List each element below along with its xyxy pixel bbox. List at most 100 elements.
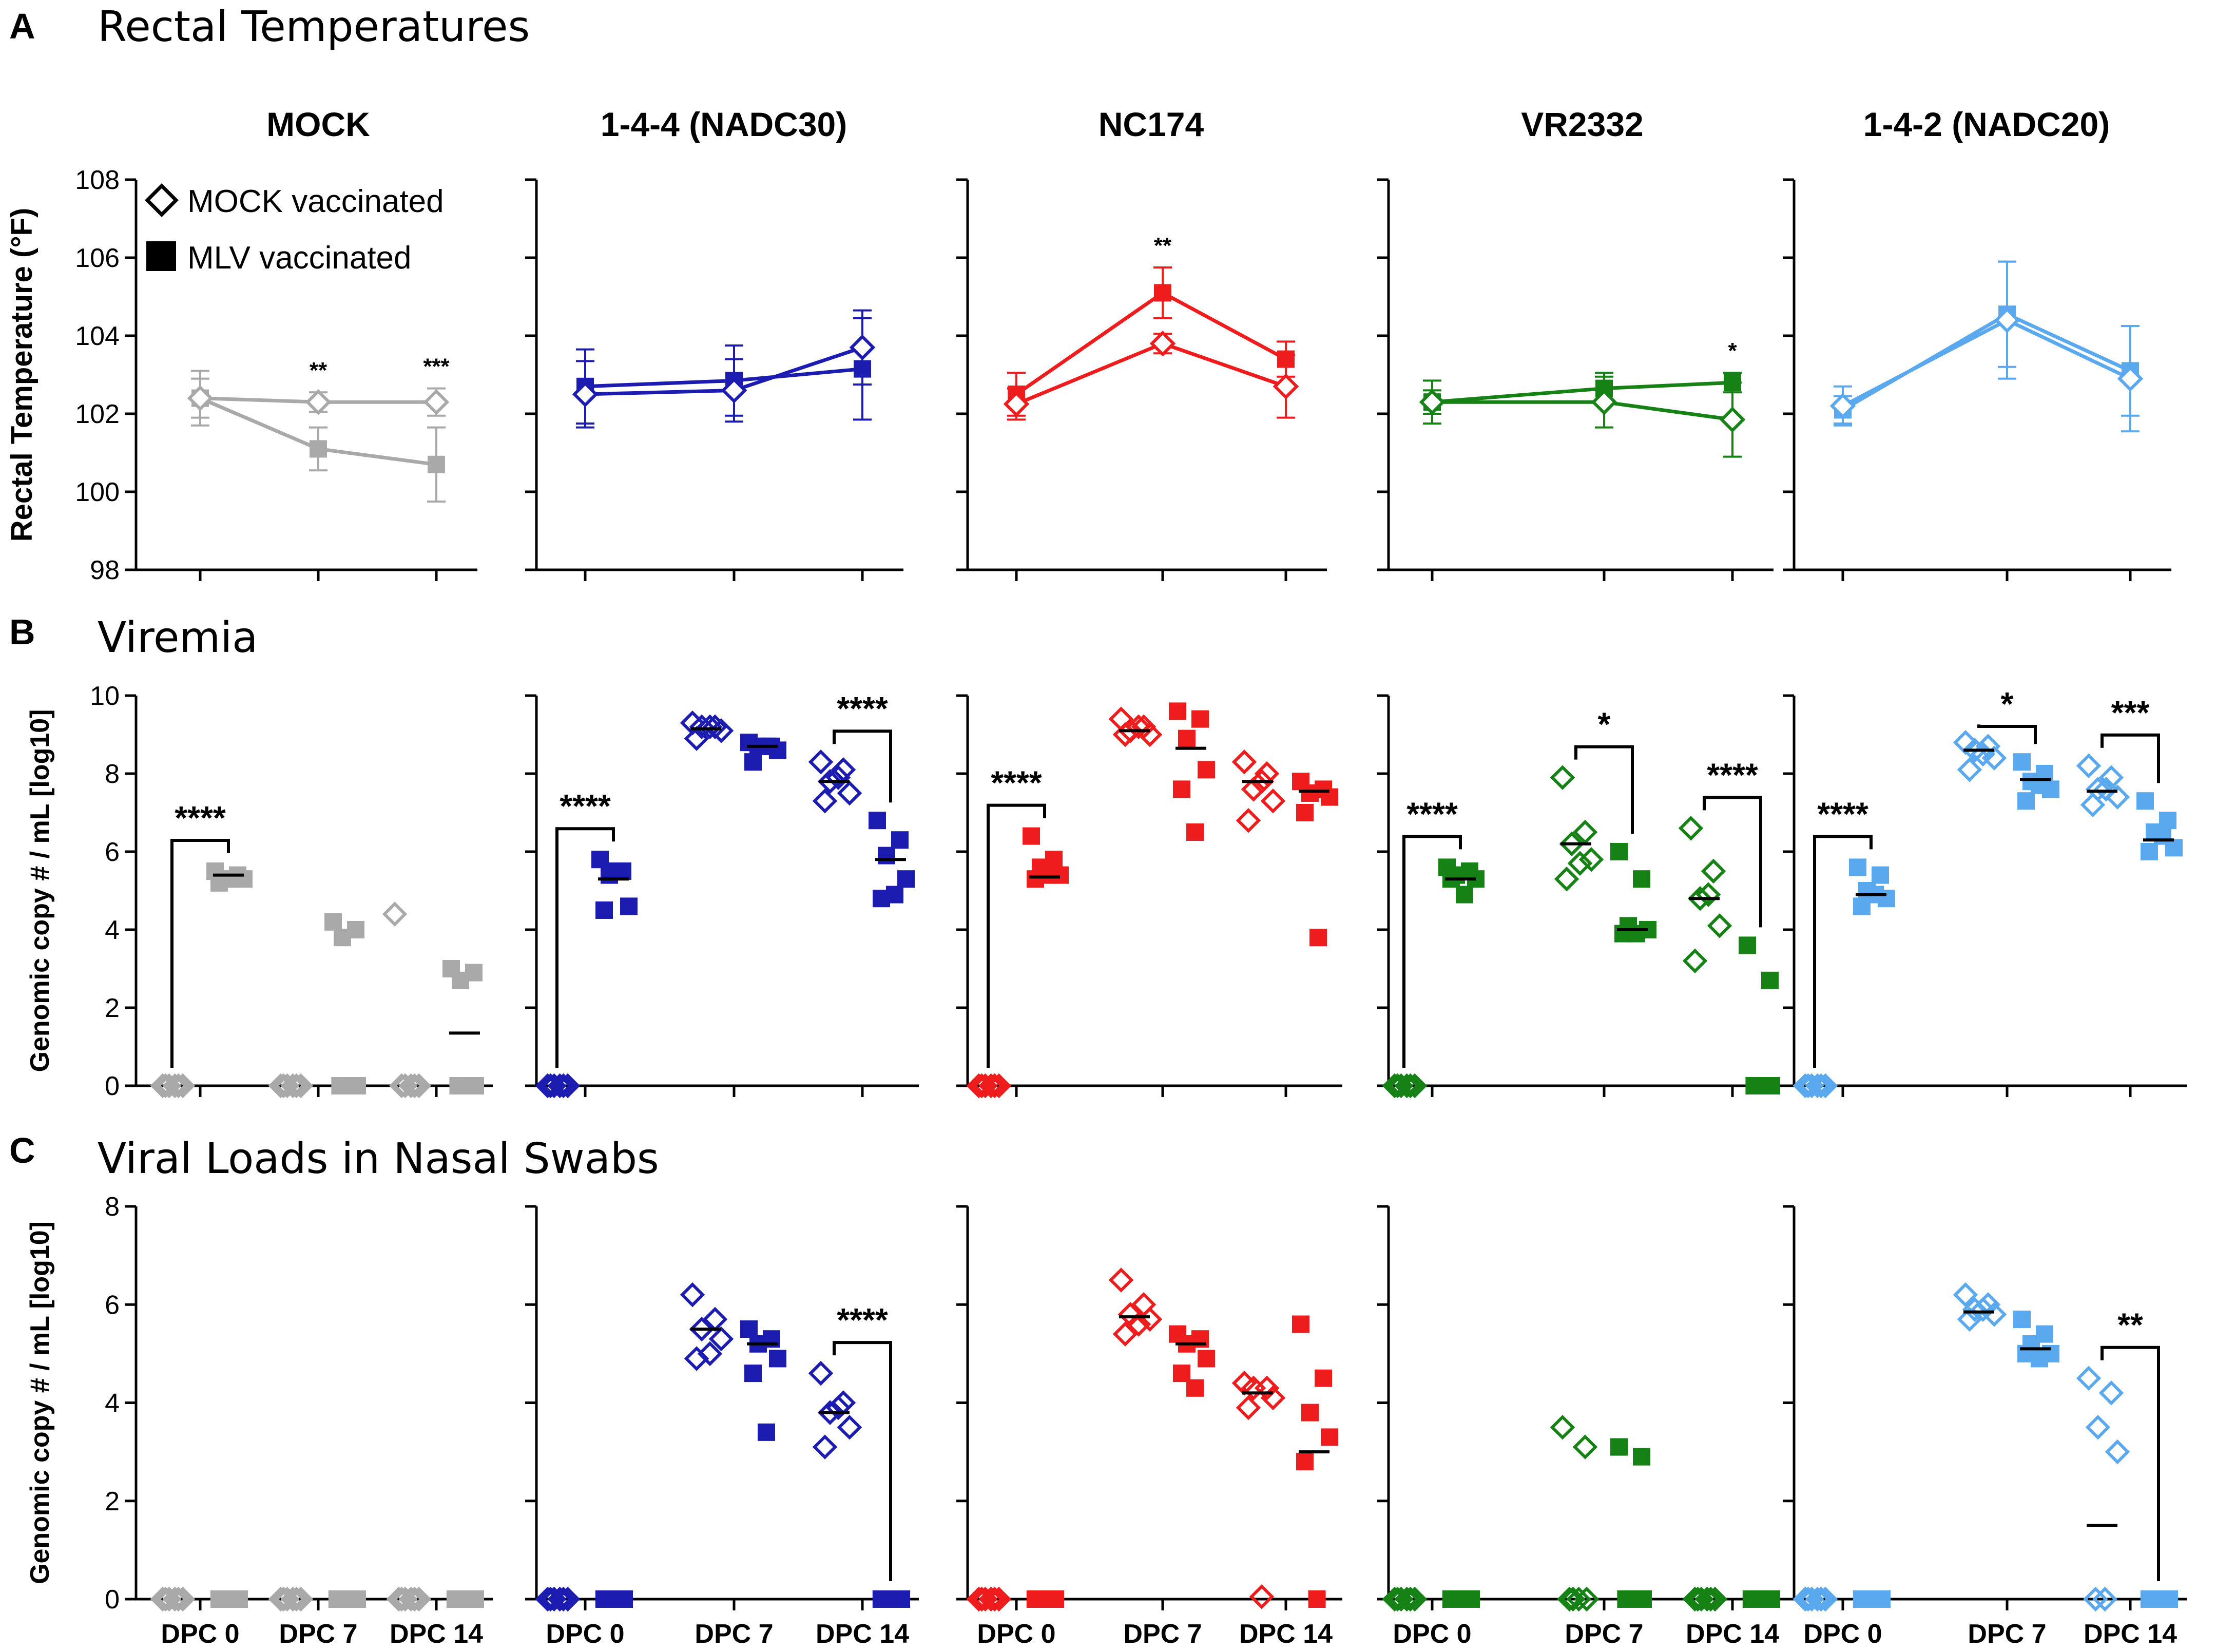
mlv-point [1038,1590,1056,1608]
mlv-point [609,862,626,880]
mock-point [2117,366,2144,392]
mlv-point [222,1590,240,1608]
mock-point [2105,1439,2130,1465]
x-tick-label: DPC 14 [390,1619,483,1649]
legend-mlv-square-icon [146,241,176,271]
scatter-c-nc174: DPC 0 DPC 7 DPC 14 [956,1205,1342,1649]
mock-point [1701,858,1726,884]
significance-bracket [2101,1346,2160,1581]
mock-point [1805,1073,1830,1099]
x-tick-label: DPC 7 [1123,1619,1202,1649]
x-tick-label: DPC 0 [1393,1619,1471,1649]
mlv-point [591,851,609,869]
mock-point [1687,886,1713,911]
legend-mock-label: MOCK vaccinated [187,184,444,219]
significance-stars: * [1728,338,1737,363]
y-tick-label: 4 [105,1389,120,1418]
mock-point [1236,808,1261,833]
mock-point [1108,1267,1134,1293]
mlv-point [1739,936,1756,954]
mock-point [697,1341,723,1367]
mock-point [978,1073,1004,1099]
line-chart-1-4-2-nadc20: 1-4-2 (NADC20) [1783,105,2171,581]
charts: Rectal Temperature (°F)MOCK9810010210410… [5,105,2187,1649]
y-axis-label-a: Rectal Temperature (°F) [5,208,38,542]
mlv-point [1315,1369,1332,1387]
mock-point [1249,1584,1275,1609]
significance-stars: **** [837,1301,888,1338]
y-tick-label: 104 [75,321,120,351]
panel-label-c: C [9,1130,35,1170]
x-tick-label: DPC 0 [1803,1619,1882,1649]
mlv-point [1191,710,1209,728]
mock-point [162,1073,187,1099]
mlv-series-line [1432,380,1733,404]
x-tick-label: DPC 14 [1686,1619,1779,1649]
mock-point [398,1073,423,1099]
mock-series-line [585,345,863,396]
significance-bracket [987,803,1046,1068]
legend-mock-diamond-icon [145,183,179,217]
mock-point [1694,1586,1720,1612]
mock-point [849,334,876,361]
mlv-point [458,1590,476,1608]
mock-point [389,1586,414,1612]
x-tick-label: DPC 7 [1565,1619,1643,1649]
mock-point [2093,777,2119,802]
mlv-point [1849,858,1866,876]
mock-point [547,1586,572,1612]
scatter-c-1-4-2-nadc20: DPC 0 DPC 7 DPC 14 ** [1783,1205,2187,1649]
mock-point [1805,1586,1830,1612]
mock-point [538,1073,563,1099]
mock-point [1249,769,1275,794]
significance-bracket [2101,733,2160,783]
mlv-point [595,901,613,919]
y-tick-label: 6 [105,1290,120,1320]
mlv-point [1296,804,1314,821]
mock-point [398,1586,423,1612]
line-chart-1-4-4-nadc30: 1-4-4 (NADC30) [525,105,903,581]
mlv-point [334,929,351,947]
mock-point [1970,1297,1996,1322]
group-title: 1-4-4 (NADC30) [601,105,847,143]
mlv-point [324,913,342,931]
mlv-point [1454,1590,1472,1608]
mock-point [1554,866,1579,892]
mlv-point [1040,866,1057,884]
mock-point [825,765,851,790]
mock-point [1574,1586,1600,1612]
mlv-point [897,870,915,888]
mlv-point [224,870,241,888]
mock-point [969,1073,994,1099]
mlv-point [2154,827,2171,845]
mock-point [1559,831,1585,857]
line-chart-nc174: NC174 ** [956,105,1327,581]
y-tick-label: 106 [75,243,120,273]
mock-point [1707,913,1732,938]
group-title: NC174 [1099,105,1204,143]
y-axis-label-c: Genomic copy # / mL [log10] [25,1221,55,1584]
mock-point [555,1073,581,1099]
mlv-point [1023,827,1040,845]
mlv-point [2136,792,2154,810]
mlv-point [1633,1448,1650,1466]
mock-point [2076,753,2102,779]
mock-point [170,1073,196,1099]
mock-point [680,1282,705,1308]
legend: MOCK vaccinated MLV vaccinated [145,183,444,276]
mock-point [1385,1073,1410,1099]
mock-point [969,1586,994,1612]
mlv-point [1456,886,1473,904]
line-chart-vr2332: VR2332 * [1377,105,1774,581]
mock-point [280,1073,305,1099]
mlv-point [1308,1590,1326,1608]
mlv-point [2013,753,2031,771]
significance-stars: **** [991,764,1042,801]
mlv-point [1755,1077,1772,1094]
x-tick-label: DPC 7 [279,1619,357,1649]
mlv-point [769,1350,786,1368]
mlv-point [744,753,762,771]
significance-stars: ** [1154,233,1172,258]
group-title: VR2332 [1521,105,1644,143]
significance-bracket [555,827,615,1068]
